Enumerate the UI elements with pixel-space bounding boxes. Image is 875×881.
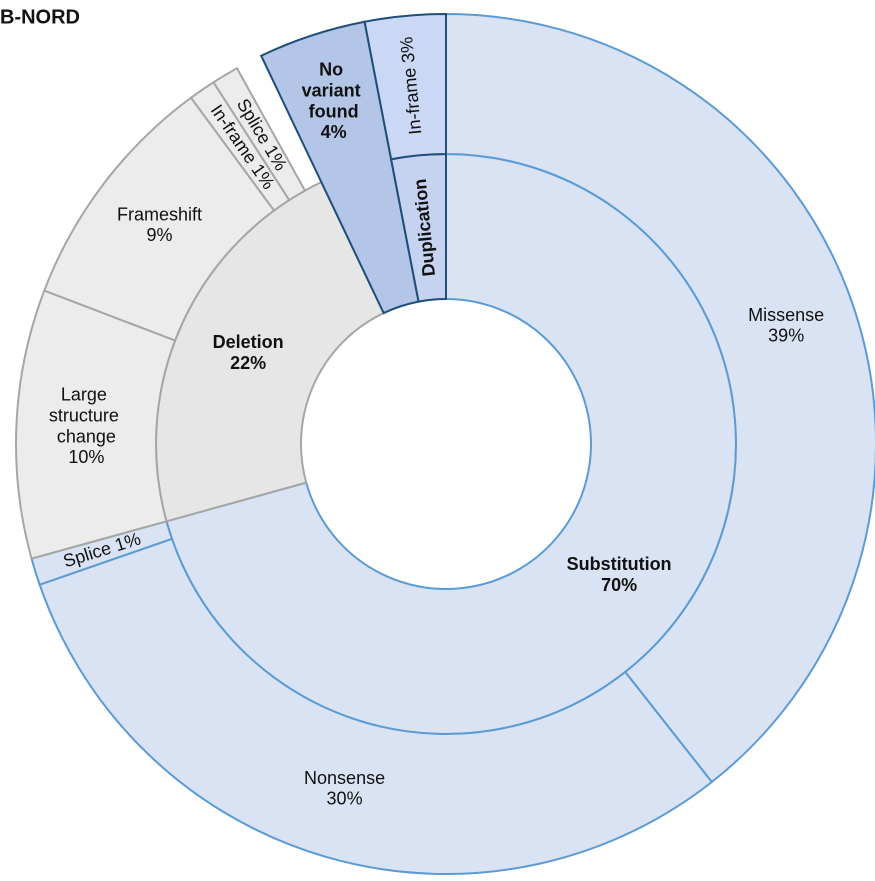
segment-value: 22%: [230, 353, 266, 373]
segment-value: 30%: [327, 789, 363, 809]
segment-label: In-frame3%: [396, 36, 425, 136]
sunburst-segment: [212, 66, 307, 202]
segment-value: 10%: [68, 447, 104, 467]
segment-name: Nonsense: [304, 768, 385, 788]
sunburst-segment: [445, 12, 875, 784]
segment-name: Substitution: [567, 554, 672, 574]
segment-value: 70%: [601, 575, 637, 595]
segment-name: Frameshift: [117, 204, 202, 224]
sunburst-segment: [363, 12, 447, 161]
segment-name: Missense: [748, 305, 824, 325]
segment-value: 4%: [321, 122, 347, 142]
sunburst-segment: [38, 537, 714, 875]
segment-name: Large structure change: [49, 384, 124, 446]
segment-value: 39%: [768, 326, 804, 346]
segment-name: Deletion: [213, 332, 284, 352]
chart-title: B-NORD: [0, 6, 80, 28]
segment-name: No variant found: [302, 59, 366, 121]
segment-value: 9%: [147, 225, 173, 245]
segment-value: 3%: [396, 36, 418, 64]
